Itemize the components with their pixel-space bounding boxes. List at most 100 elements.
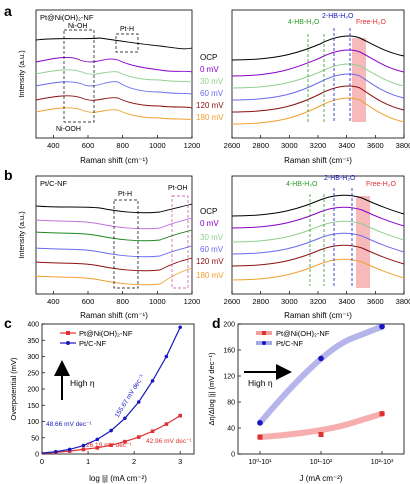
slope-label: 26.19 mV dec⁻¹ (86, 442, 133, 449)
x-tick-label: 0 (40, 457, 44, 466)
y-tick-label: 40 (227, 426, 235, 433)
series-label: 120 mV (196, 101, 224, 110)
y-tick-label: 100 (27, 419, 39, 426)
spectrum-0mv (35, 56, 193, 73)
trend-band (257, 410, 385, 441)
x-tick-label: 2800 (252, 297, 269, 306)
legend-marker (262, 331, 266, 335)
y-tick-label: 160 (223, 348, 235, 355)
y-tick-label: 0 (231, 452, 235, 459)
spectrum-30mv (231, 220, 405, 243)
legend-label: Pt@Ni(OH)₂-NF (79, 329, 133, 338)
data-point (178, 325, 182, 330)
legend-label: Pt/C-NF (276, 339, 304, 348)
series-label: 0 mV (200, 219, 219, 228)
series-label: 0 mV (200, 65, 219, 74)
annotation-free: Free-H₂O (356, 19, 386, 26)
data-point (150, 429, 155, 434)
annotation-ni-oh: Ni-OH (68, 23, 87, 30)
y-axis-label: Overpotential (mV) (9, 357, 18, 420)
spectrum-60mv (35, 81, 193, 95)
panel-b-right: 4-HB-H₂O 2-HB-H₂O Free-H₂O OCP 0 mV 30 m… (196, 175, 410, 320)
high-eta-label: High η (70, 378, 95, 388)
panel-letter-b: b (4, 167, 13, 183)
series-label: 120 mV (196, 257, 224, 266)
spectra-b-left (35, 203, 193, 286)
panel-d: 10⁰-10¹ 10¹-10² 10²-10³ 0 40 80 120 160 200 Pt@N… (207, 322, 405, 483)
spectrum-120mv (35, 257, 193, 272)
spectrum-60mv (35, 245, 193, 258)
series-labels-b: OCP 0 mV 30 mV 60 mV 120 mV 180 mV (196, 207, 224, 280)
axes-d: 10⁰-10¹ 10¹-10² 10²-10³ 0 40 80 120 160 200 (223, 322, 394, 467)
data-point (81, 447, 86, 452)
y-tick-label: 250 (27, 370, 39, 377)
x-axis-a-right: 2600 2800 3000 3200 3400 3600 3800 (224, 135, 410, 150)
y-tick-label: 300 (27, 354, 39, 361)
legend-d: Pt@Ni(OH)₂-NF Pt/C-NF (256, 329, 330, 348)
y-tick-label: 120 (223, 374, 235, 381)
spectrum-0mv (231, 206, 405, 229)
x-tick-label: 3400 (338, 297, 355, 306)
plot-frame (231, 9, 405, 139)
slope-label: 48.66 mV dec⁻¹ (46, 421, 93, 428)
spectrum-180mv (35, 107, 193, 121)
spectrum-60mv (231, 73, 405, 101)
x-tick-label: 3200 (310, 297, 327, 306)
spectrum-0mv (231, 49, 405, 77)
spectrum-180mv (35, 267, 193, 286)
series-d (257, 323, 385, 441)
data-point (379, 411, 385, 417)
free-water-band (356, 196, 370, 288)
data-point (54, 449, 58, 454)
x-axis-b-left: 400 600 800 1000 1200 (47, 291, 200, 306)
legend-label: Pt@Ni(OH)₂-NF (276, 329, 330, 338)
axes-c: 0 1 2 3 0 50 100 150 200 250 300 350 400 (27, 322, 182, 467)
x-tick-label: 800 (116, 141, 129, 150)
y-axis-label: Δη/Δlog |j| (mV dec⁻¹) (207, 352, 216, 425)
panel-letter-d: d (212, 315, 221, 331)
legend-label: Pt/C-NF (79, 339, 107, 348)
data-point (164, 422, 169, 426)
spectrum-ocp (231, 35, 405, 61)
annotation-2hb: 2-HB-H₂O (322, 13, 354, 20)
panel-a-right: 4-HB-H₂O 2-HB-H₂O Free-H₂O OCP 0 mV 30 m… (196, 9, 410, 165)
series-label: 30 mV (200, 77, 224, 86)
data-point (257, 420, 263, 426)
x-tick-label: 1000 (149, 297, 166, 306)
x-tick-label: 10¹-10² (310, 459, 333, 466)
x-axis-label: Raman shift (cm⁻¹) (284, 156, 352, 165)
spectra-a-right (231, 35, 405, 125)
data-point (109, 443, 113, 448)
y-axis-label: Intensity (a.u.) (17, 50, 26, 98)
spectrum-120mv (231, 244, 405, 267)
x-tick-label: 3200 (310, 141, 327, 150)
x-tick-label: 3600 (367, 141, 384, 150)
x-tick-label: 3000 (281, 141, 298, 150)
x-tick-label: 1 (86, 457, 90, 466)
spectrum-180mv (231, 97, 405, 125)
data-point (379, 323, 385, 330)
trend-band (257, 323, 385, 426)
y-tick-label: 80 (227, 400, 235, 407)
data-point (67, 447, 72, 452)
spectra-b-right (231, 194, 405, 281)
series-label: 60 mV (200, 245, 224, 254)
x-tick-label: 3800 (396, 297, 410, 306)
spectrum-ocp (35, 37, 193, 50)
dashed-box-pt-h (115, 33, 139, 53)
spectrum-180mv (231, 258, 405, 281)
annotation-free: Free-H₂O (366, 181, 396, 188)
annotation-pt-h: Pt-H (120, 26, 134, 33)
high-eta-label: High η (248, 378, 273, 388)
annotation-pt-h: Pt-H (118, 191, 132, 198)
x-tick-label: 2800 (252, 141, 269, 150)
data-point (95, 446, 100, 450)
legend-c: Pt@Ni(OH)₂-NF Pt/C-NF (60, 329, 133, 348)
plot-frame (231, 175, 405, 295)
data-point (136, 435, 141, 439)
x-axis-a-left: 400 600 800 1000 1200 (47, 135, 200, 150)
x-tick-label: 400 (47, 297, 60, 306)
series-label: 180 mV (196, 271, 224, 280)
x-axis-label: Raman shift (cm⁻¹) (284, 311, 352, 320)
